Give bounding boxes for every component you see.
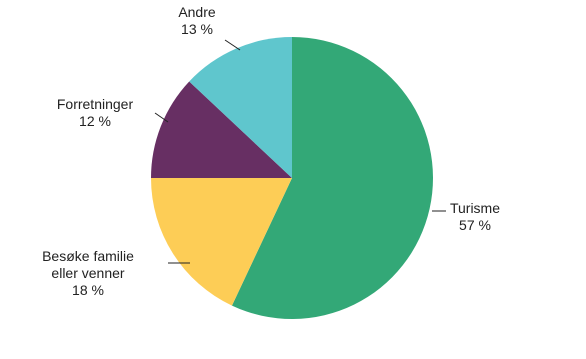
pie-slice	[189, 37, 292, 178]
category-label: Besøke familie eller venner	[42, 248, 134, 281]
slice-label: Forretninger 12 %	[45, 96, 145, 130]
category-label: Andre	[178, 4, 216, 20]
slice-label: Besøke familie eller venner 18 %	[28, 248, 148, 299]
category-label: Forretninger	[56, 96, 134, 112]
slice-label: Andre 13 %	[157, 4, 237, 38]
value-label: 12 %	[79, 113, 111, 129]
pie-slice	[151, 81, 292, 178]
category-label: Turisme	[449, 200, 501, 216]
pie-slice	[151, 178, 292, 306]
value-label: 18 %	[72, 282, 104, 298]
value-label: 13 %	[181, 21, 213, 37]
value-label: 57 %	[459, 217, 491, 233]
leader-line	[154, 112, 169, 123]
slice-label: Turisme 57 %	[430, 200, 520, 234]
pie-slice	[231, 37, 434, 319]
leader-line	[224, 39, 241, 51]
